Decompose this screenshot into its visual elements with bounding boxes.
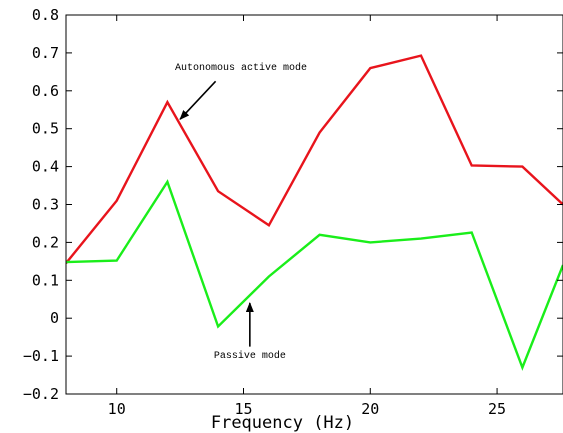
x-tick-label: 10 — [108, 400, 126, 418]
y-tick-label: −0.1 — [23, 347, 59, 365]
y-tick-label: 0.5 — [32, 120, 59, 138]
x-tick-label: 15 — [234, 400, 252, 418]
x-axis-label: Frequency (Hz) — [211, 413, 354, 433]
x-tick-label: 25 — [488, 400, 506, 418]
y-tick-label: 0.8 — [32, 6, 59, 24]
y-tick-label: 0.3 — [32, 196, 59, 214]
y-tick-label: 0.4 — [32, 158, 59, 176]
y-tick-label: −0.2 — [23, 385, 59, 403]
series-line-2 — [66, 179, 563, 371]
plot-frame — [65, 14, 563, 395]
annotation-arrow — [179, 80, 217, 120]
series-line-1 — [66, 54, 563, 264]
y-tick-label: 0.6 — [32, 82, 59, 100]
annotation-label: Passive mode — [214, 350, 286, 362]
annotation-label: Autonomous active mode — [175, 62, 307, 74]
series-layer — [66, 54, 563, 371]
y-tick-label: 0 — [50, 309, 59, 327]
annotation-layer: Autonomous active mode Passive mode — [175, 62, 307, 362]
y-tick-label: 0.1 — [32, 271, 59, 289]
y-tick-label: 0.2 — [32, 233, 59, 251]
x-tick-label: 20 — [361, 400, 379, 418]
y-tick-label: 0.7 — [32, 44, 59, 62]
ticks-layer: 10 15 20 25 −0.2 −0.1 0 0.1 0.2 0.3 0.4 0.5 0.6 0.7 0.… — [23, 6, 563, 418]
